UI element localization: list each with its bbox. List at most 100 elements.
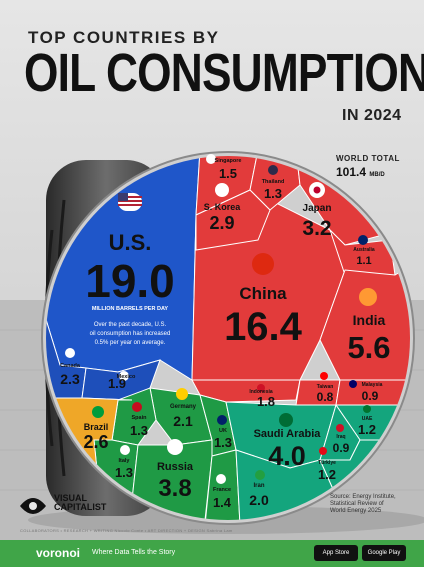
value-turkiye: 1.2	[318, 467, 336, 482]
russia-flag-icon	[167, 439, 183, 455]
world-total-unit: MB/D	[369, 172, 385, 178]
china-flag-icon	[252, 253, 274, 275]
value-thailand: 1.3	[264, 186, 282, 201]
country-labels: U.S. 19.0 China 16.4 India 5.6 Japan 3.2…	[60, 158, 390, 510]
label-mexico: Mexico	[117, 374, 136, 380]
label-turkiye: Türkiye	[318, 460, 336, 466]
label-singapore: Singapore	[215, 158, 242, 164]
label-iraq: Iraq	[336, 434, 345, 440]
label-japan: Japan	[303, 203, 332, 214]
italy-flag-icon	[120, 445, 130, 455]
visual-capitalist-wordmark: VISUAL CAPITALIST	[54, 493, 107, 512]
s-korea-flag-icon	[215, 183, 229, 197]
value-s-korea: 2.9	[209, 213, 234, 233]
cell-france	[204, 449, 241, 520]
voronoi-brand: voronoi	[36, 546, 80, 560]
malaysia-flag-icon	[349, 380, 357, 388]
value-mexico: 1.9	[108, 376, 126, 391]
value-china: 16.4	[224, 305, 303, 349]
singapore-flag-icon	[206, 154, 216, 164]
label-brazil: Brazil	[84, 422, 109, 432]
brazil-flag-icon	[92, 406, 104, 418]
value-russia: 3.8	[158, 475, 191, 502]
label-italy: Italy	[118, 458, 130, 464]
google-play-button[interactable]: Google Play	[362, 545, 406, 561]
value-spain: 1.3	[130, 423, 148, 438]
value-malaysia: 0.9	[362, 389, 379, 403]
indonesia-flag-icon	[257, 384, 265, 392]
world-total-value: 101.4 MB/D	[336, 165, 385, 179]
saudi-flag-icon	[279, 413, 293, 427]
canada-flag-icon	[65, 348, 75, 358]
label-indonesia: Indonesia	[249, 389, 273, 395]
value-japan: 3.2	[302, 217, 331, 240]
taiwan-flag-icon	[320, 372, 328, 380]
label-saudi-arabia: Saudi Arabia	[254, 428, 322, 440]
value-germany: 2.1	[173, 413, 193, 429]
mexico-flag-icon	[119, 371, 129, 381]
label-uk: UK	[219, 428, 227, 434]
world-total-number: 101.4	[336, 165, 367, 179]
cell-malaysia	[335, 379, 410, 406]
unit-note: MILLION BARRELS PER DAY	[92, 306, 169, 312]
annotation-line-3: 0.5% per year on average.	[95, 340, 166, 346]
value-us: 19.0	[85, 255, 175, 307]
france-flag-icon	[216, 474, 226, 484]
label-malaysia: Malaysia	[362, 382, 383, 388]
label-germany: Germany	[170, 404, 197, 410]
label-iran: Iran	[253, 483, 264, 489]
annotation-line-2: oil consumption has increased	[90, 331, 171, 337]
label-spain: Spain	[132, 415, 148, 421]
uae-flag-icon	[363, 405, 371, 413]
label-s-korea: S. Korea	[204, 202, 242, 212]
label-us: U.S.	[109, 230, 152, 255]
spain-flag-icon	[132, 402, 142, 412]
value-uk: 1.3	[214, 435, 232, 450]
iran-flag-icon	[255, 470, 265, 480]
india-flag-icon	[359, 288, 377, 306]
value-india: 5.6	[347, 330, 390, 365]
source-note: Source: Energy Institute, Statistical Re…	[330, 494, 396, 514]
value-italy: 1.3	[115, 465, 133, 480]
value-saudi-arabia: 4.0	[268, 441, 306, 471]
value-france: 1.4	[213, 495, 232, 510]
title-line-3: IN 2024	[342, 107, 402, 124]
value-australia: 1.1	[356, 255, 371, 267]
value-indonesia: 1.8	[257, 394, 275, 409]
australia-flag-icon	[358, 235, 368, 245]
label-india: India	[353, 312, 386, 328]
us-flag-icon	[118, 193, 142, 211]
label-canada: Canada	[60, 363, 81, 369]
thailand-flag-icon	[268, 165, 278, 175]
germany-flag-icon	[176, 388, 188, 400]
cell-s-korea	[195, 189, 271, 251]
value-taiwan: 0.8	[317, 390, 334, 404]
value-canada: 2.3	[60, 371, 80, 387]
label-russia: Russia	[157, 461, 194, 473]
app-store-button[interactable]: App Store	[314, 545, 358, 561]
cell-indonesia	[191, 379, 301, 403]
flags	[65, 154, 377, 484]
title-line-2: OIL CONSUMPTION	[24, 43, 424, 103]
label-australia: Australia	[353, 247, 375, 253]
label-china: China	[239, 284, 287, 303]
value-uae: 1.2	[358, 422, 376, 437]
label-france: France	[213, 487, 231, 493]
turkiye-flag-icon	[319, 447, 327, 455]
value-iran: 2.0	[249, 492, 269, 508]
visual-capitalist-logo-icon	[20, 498, 46, 514]
treemap	[46, 156, 410, 520]
label-taiwan: Taiwan	[317, 384, 334, 390]
iraq-flag-icon	[336, 424, 344, 432]
us-annotation: MILLION BARRELS PER DAY Over the past de…	[90, 306, 171, 346]
value-iraq: 0.9	[333, 441, 350, 455]
footer-tagline: Where Data Tells the Story	[92, 549, 176, 556]
annotation-line-1: Over the past decade, U.S.	[94, 322, 167, 328]
cell-india	[319, 259, 410, 381]
value-brazil: 2.6	[83, 432, 108, 452]
label-uae: UAE	[362, 416, 373, 422]
title-line-1: TOP COUNTRIES BY	[28, 28, 220, 47]
credits-line: COLLABORATORS • RESEARCH + WRITING Nicco…	[20, 528, 233, 533]
